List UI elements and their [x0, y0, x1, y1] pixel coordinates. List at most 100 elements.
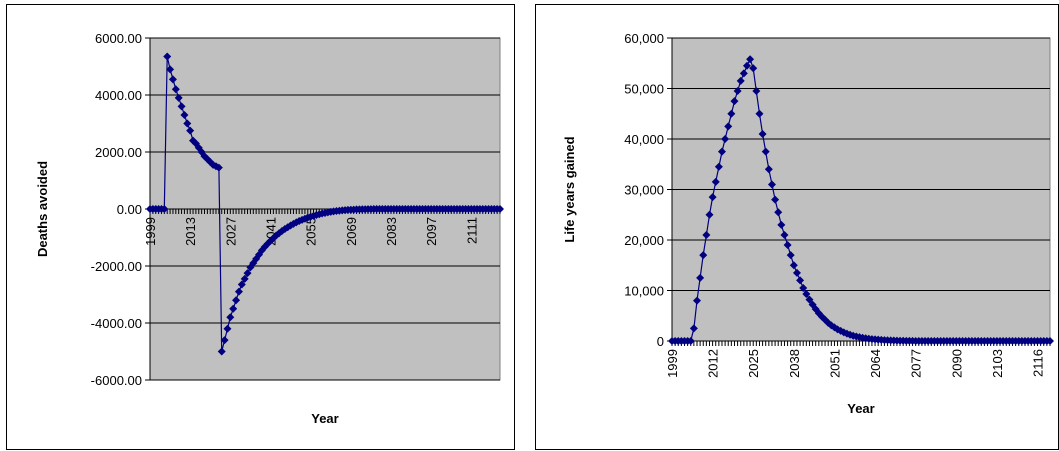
right-data-point	[824, 318, 833, 327]
left-data-point	[496, 205, 504, 213]
right-data-point	[711, 177, 720, 186]
left-data-point	[177, 102, 186, 111]
left-data-point	[217, 347, 226, 356]
right-data-point	[730, 97, 739, 106]
right-data-point	[714, 162, 723, 171]
right-data-point	[755, 109, 764, 118]
left-data-point	[160, 205, 169, 213]
life-years-gained-svg: 60,000 50,000 40,000 30,000 20,000 10,000 0199…	[562, 31, 1054, 416]
left-data-point	[163, 52, 172, 61]
right-x-tick-label: 2051	[827, 349, 842, 378]
right-data-point	[692, 296, 701, 305]
left-x-tick-label: 2111	[464, 217, 479, 244]
right-data-point	[717, 147, 726, 156]
right-data-point	[767, 180, 776, 189]
right-data-point	[708, 193, 717, 202]
deaths-avoided-chart: 6000.00 4000.00 2000.00 0.00 -2000.00 -4000.0…	[6, 4, 515, 450]
left-y-tick-label: 2000.00	[95, 145, 142, 160]
left-data-point	[168, 75, 177, 84]
right-data-point	[689, 324, 698, 333]
right-data-point	[749, 64, 758, 73]
left-data-point	[186, 126, 195, 135]
right-y-tick-label: 50,000	[624, 82, 664, 97]
left-y-tick-label: -6000.00	[91, 373, 142, 388]
left-data-point	[183, 119, 192, 128]
right-data-point	[799, 283, 808, 292]
left-y-tick-label: -4000.00	[91, 316, 142, 331]
left-x-tick-label: 2027	[223, 217, 238, 246]
left-x-tick-label: 2097	[424, 217, 439, 246]
right-x-tick-label: 2038	[787, 349, 802, 378]
right-y-tick-label: 60,000	[624, 31, 664, 46]
left-x-tick-label: 2069	[344, 217, 359, 246]
left-data-point	[234, 287, 243, 296]
right-x-tick-label: 1999	[665, 349, 680, 378]
left-data-point	[229, 304, 238, 313]
right-data-point	[742, 61, 751, 70]
right-data-point	[736, 76, 745, 85]
left-data-point	[240, 274, 249, 283]
right-x-tick-label: 2012	[706, 349, 721, 378]
left-y-axis-title: Deaths avoided	[35, 161, 50, 257]
right-data-point	[764, 165, 773, 174]
right-data-point	[771, 195, 780, 204]
left-x-tick-label: 2083	[384, 217, 399, 246]
left-y-tick-label: 4000.00	[95, 88, 142, 103]
left-data-point	[220, 336, 229, 345]
right-x-tick-label: 2090	[949, 349, 964, 378]
left-data-point	[166, 65, 175, 74]
right-y-tick-label: 40,000	[624, 132, 664, 147]
left-data-point	[223, 324, 232, 333]
right-data-point	[721, 135, 730, 143]
left-data-point	[232, 296, 241, 305]
right-data-point	[1046, 337, 1054, 345]
right-data-point	[783, 241, 792, 250]
left-data-point	[237, 280, 246, 289]
right-data-point	[811, 305, 820, 314]
right-data-point	[802, 290, 811, 299]
left-y-tick-label: 0.00	[117, 202, 142, 217]
right-data-point	[805, 295, 814, 304]
right-x-tick-label: 2077	[909, 349, 924, 378]
left-data-point	[174, 93, 183, 102]
right-data-point	[746, 55, 755, 64]
right-data-point	[758, 129, 767, 138]
right-y-tick-label: 10,000	[624, 284, 664, 299]
left-data-point	[180, 110, 189, 119]
right-data-point	[796, 276, 805, 285]
left-data-point	[214, 163, 223, 172]
left-data-point	[243, 269, 252, 278]
right-data-point	[792, 268, 801, 277]
right-data-point	[817, 312, 826, 321]
right-data-point	[789, 261, 798, 270]
right-data-point	[696, 273, 705, 282]
right-y-tick-label: 20,000	[624, 233, 664, 248]
right-data-point	[786, 251, 795, 260]
right-y-tick-label: 0	[657, 334, 664, 349]
right-data-point	[724, 122, 733, 131]
left-x-tick-label: 1999	[143, 217, 158, 246]
right-data-point	[699, 251, 708, 260]
left-x-tick-label: 2013	[183, 217, 198, 246]
right-x-tick-label: 2064	[868, 349, 883, 378]
right-x-tick-label: 2103	[990, 349, 1005, 378]
left-data-point	[226, 313, 235, 322]
left-data-point	[257, 246, 266, 255]
right-y-tick-label: 30,000	[624, 183, 664, 198]
right-data-point	[705, 210, 714, 219]
left-y-tick-label: -2000.00	[91, 259, 142, 274]
left-x-tick-label: 2055	[304, 217, 319, 246]
left-x-axis-title: Year	[311, 411, 338, 426]
right-data-point	[774, 208, 783, 217]
right-data-point	[761, 147, 770, 156]
right-x-tick-label: 2116	[1031, 349, 1046, 377]
left-data-point	[171, 85, 180, 94]
right-data-point	[733, 87, 742, 96]
right-x-tick-label: 2025	[746, 349, 761, 378]
right-x-axis-title: Year	[847, 401, 874, 416]
left-y-tick-label: 6000.00	[95, 31, 142, 46]
life-years-gained-chart: 60,000 50,000 40,000 30,000 20,000 10,000 0 199…	[535, 4, 1059, 450]
right-data-point	[686, 337, 695, 345]
right-data-point	[727, 109, 736, 118]
right-data-point	[780, 230, 789, 239]
